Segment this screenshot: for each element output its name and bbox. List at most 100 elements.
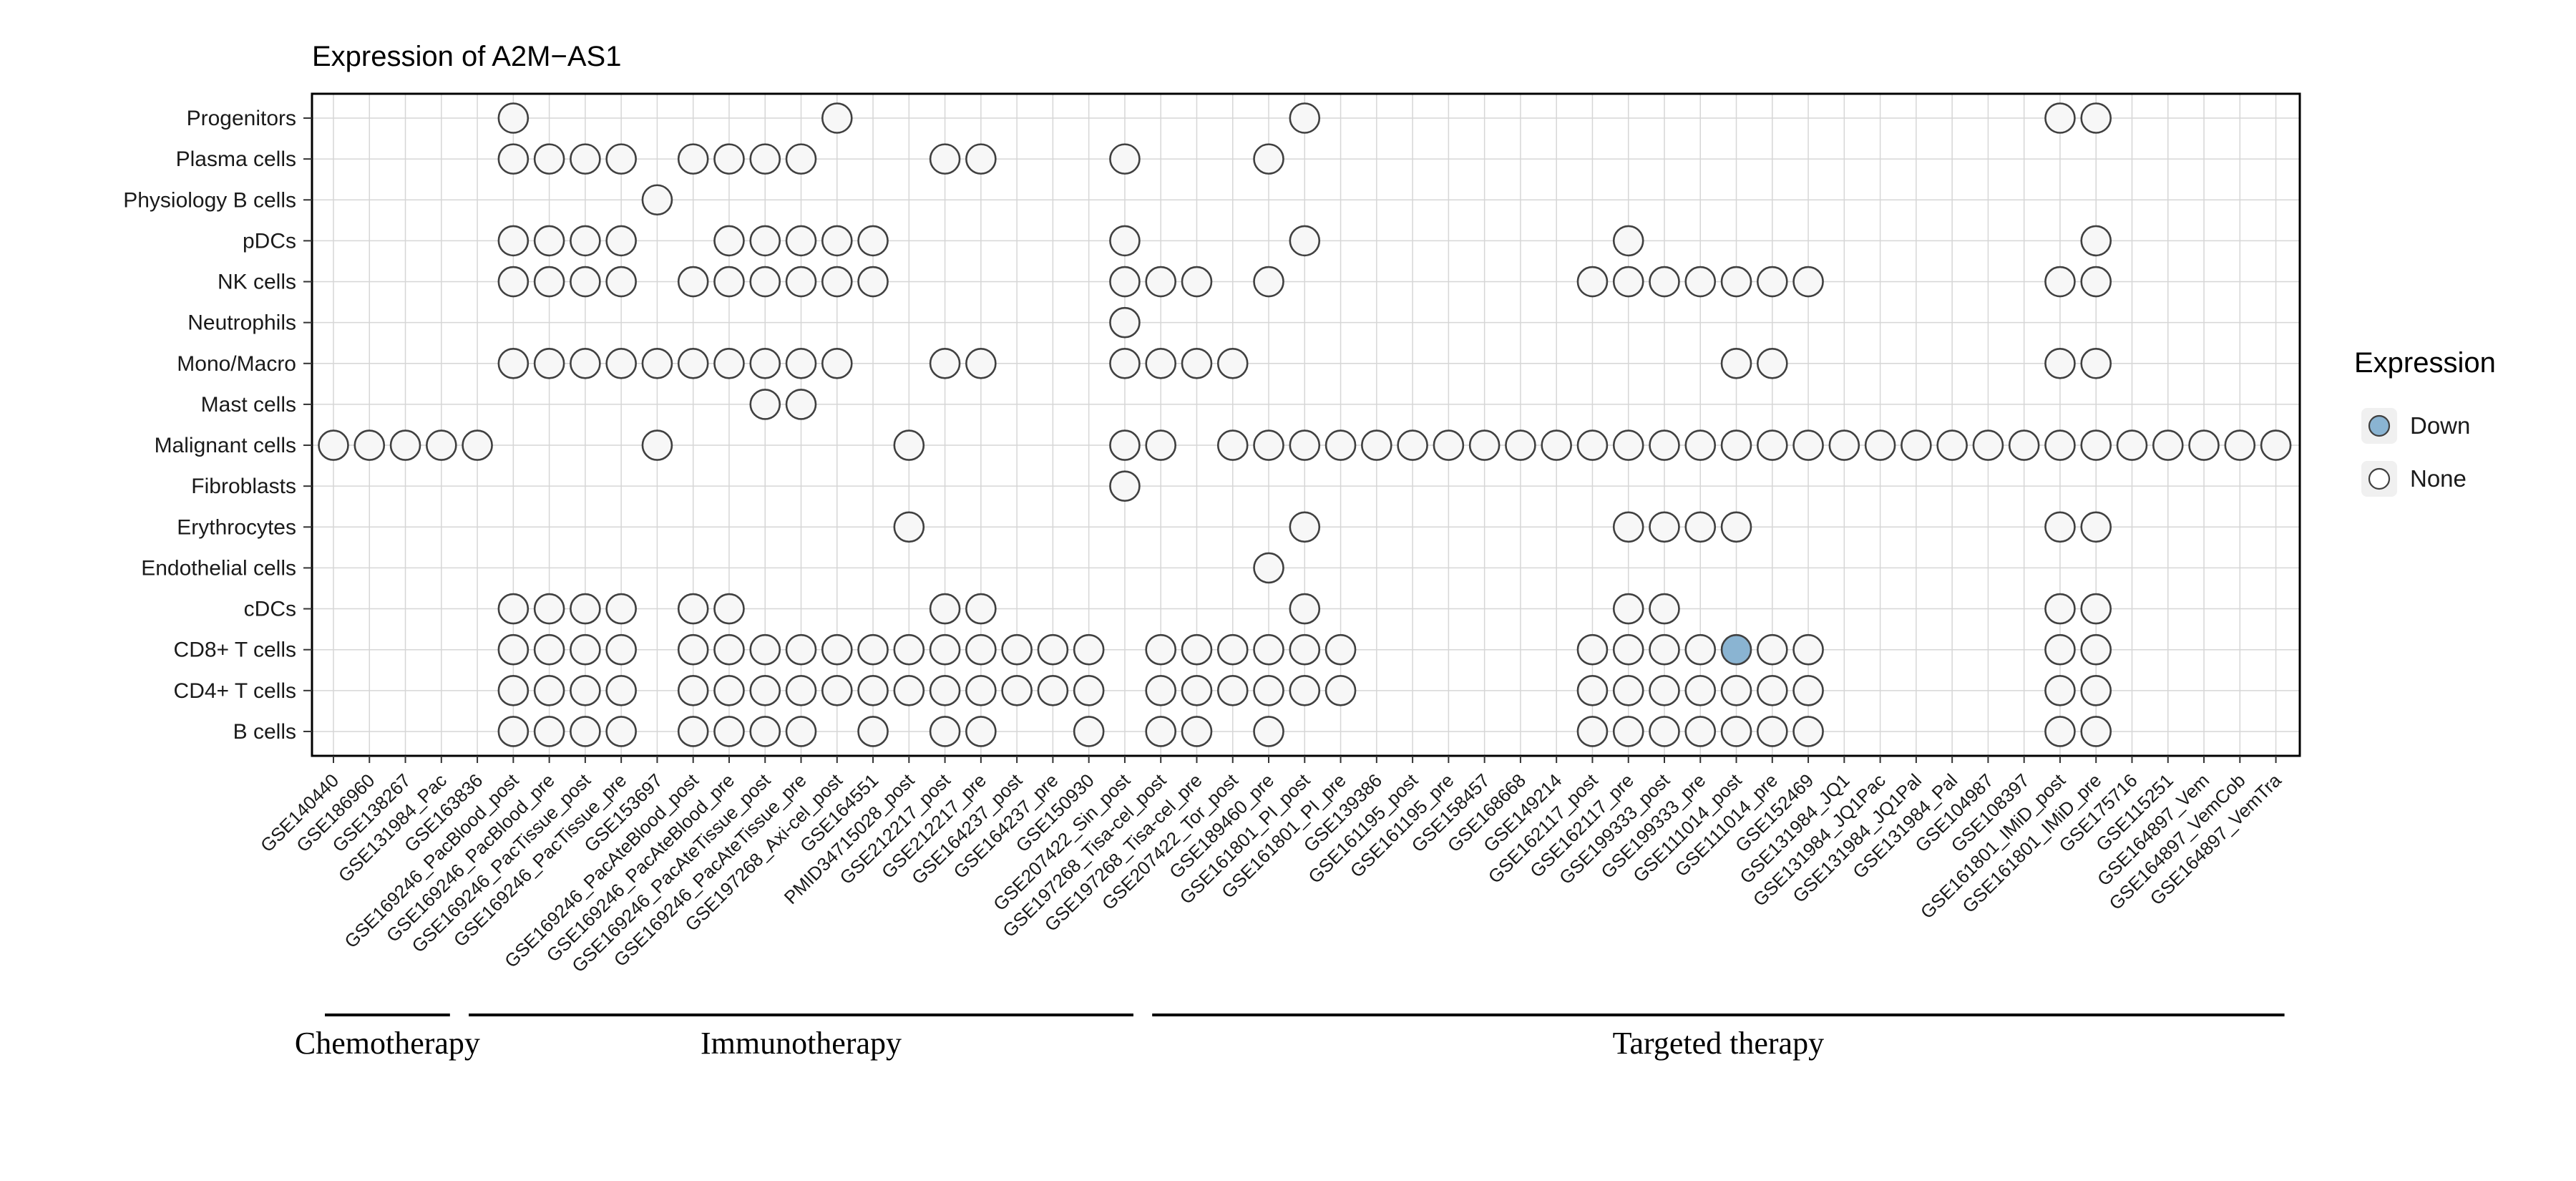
dot-none	[2044, 511, 2076, 543]
dot-none	[2260, 429, 2292, 461]
group-label: Targeted therapy	[1613, 1026, 1824, 1061]
dot-none	[749, 389, 781, 420]
dot-none	[857, 633, 889, 666]
row-label: Mast cells	[201, 393, 296, 417]
dot-none	[1612, 716, 1644, 747]
dot-none	[605, 143, 637, 175]
dot-none	[497, 633, 530, 666]
dot-none	[1253, 716, 1284, 747]
dot-none	[677, 347, 709, 379]
dot-none	[1145, 266, 1177, 298]
dot-none	[1720, 429, 1752, 461]
dot-none	[1684, 266, 1717, 298]
dot-none	[2080, 266, 2112, 298]
dot-none	[497, 225, 530, 257]
row-label: Mono/Macro	[177, 352, 296, 376]
legend-entry-label: None	[2410, 465, 2467, 492]
dot-none	[1901, 429, 1932, 461]
dot-none	[2188, 429, 2220, 461]
dot-none	[1792, 675, 1824, 706]
group-label: Chemotherapy	[295, 1026, 480, 1061]
dot-none	[749, 347, 781, 379]
dot-none	[570, 143, 601, 175]
dot-none	[1649, 593, 1680, 625]
dot-none	[929, 347, 961, 379]
dot-none	[1684, 675, 1717, 706]
group-label: Immunotherapy	[701, 1026, 902, 1061]
legend-key-circle-down	[2368, 414, 2391, 437]
dot-none	[1576, 633, 1609, 666]
row-label: Malignant cells	[155, 434, 296, 457]
dot-none	[1289, 102, 1321, 134]
dot-none	[1145, 633, 1177, 666]
dot-none	[462, 429, 493, 461]
dot-none	[785, 675, 817, 706]
dot-none	[749, 225, 781, 257]
row-label: CD8+ T cells	[174, 638, 296, 662]
dot-none	[965, 347, 997, 379]
dot-none	[2080, 716, 2112, 747]
row-label: cDCs	[244, 598, 296, 621]
dot-none	[2116, 429, 2148, 461]
row-label: NK cells	[218, 271, 296, 294]
dot-none	[2152, 429, 2184, 461]
dot-none	[821, 675, 853, 706]
dot-none	[749, 266, 781, 298]
dot-none	[1684, 633, 1717, 666]
dot-none	[1576, 429, 1609, 461]
dot-none	[2080, 429, 2112, 461]
dot-none	[1864, 429, 1896, 461]
dot-none	[426, 429, 457, 461]
dot-none	[1253, 675, 1284, 706]
row-label: Progenitors	[187, 107, 296, 130]
dot-none	[533, 633, 565, 666]
dot-none	[785, 266, 817, 298]
dot-none	[1181, 633, 1213, 666]
row-label: Plasma cells	[176, 147, 296, 171]
dot-none	[821, 347, 853, 379]
dot-none	[677, 266, 709, 298]
dot-none	[965, 675, 997, 706]
dot-none	[713, 716, 745, 747]
dot-none	[677, 593, 709, 625]
dot-none	[533, 675, 565, 706]
dot-none	[1109, 429, 1141, 461]
dot-none	[641, 429, 673, 461]
dot-none	[965, 143, 997, 175]
dot-none	[1181, 266, 1213, 298]
dot-none	[1576, 716, 1609, 747]
dot-none	[497, 716, 530, 747]
dot-none	[1649, 716, 1680, 747]
dot-none	[1576, 266, 1609, 298]
dot-none	[570, 716, 601, 747]
dot-none	[2080, 633, 2112, 666]
dot-none	[1936, 429, 1968, 461]
dot-none	[713, 593, 745, 625]
dot-none	[2224, 429, 2256, 461]
dot-none	[929, 716, 961, 747]
dot-none	[1720, 716, 1752, 747]
dot-none	[1253, 429, 1284, 461]
dot-none	[570, 593, 601, 625]
dot-none	[1109, 266, 1141, 298]
dot-none	[605, 266, 637, 298]
dot-none	[785, 716, 817, 747]
dot-none	[2008, 429, 2040, 461]
dot-none	[749, 716, 781, 747]
dot-none	[1073, 675, 1105, 706]
dot-none	[749, 675, 781, 706]
dot-none	[1649, 429, 1680, 461]
dot-none	[1720, 511, 1752, 543]
dot-none	[1612, 593, 1644, 625]
dot-none	[1109, 306, 1141, 339]
dot-none	[605, 593, 637, 625]
dot-none	[857, 225, 889, 257]
dot-none	[677, 716, 709, 747]
dot-none	[677, 633, 709, 666]
dot-none	[1145, 347, 1177, 379]
dot-none	[497, 266, 530, 298]
dot-none	[1253, 143, 1284, 175]
dot-none	[1037, 633, 1069, 666]
dot-none	[1505, 429, 1536, 461]
dot-none	[1181, 347, 1213, 379]
